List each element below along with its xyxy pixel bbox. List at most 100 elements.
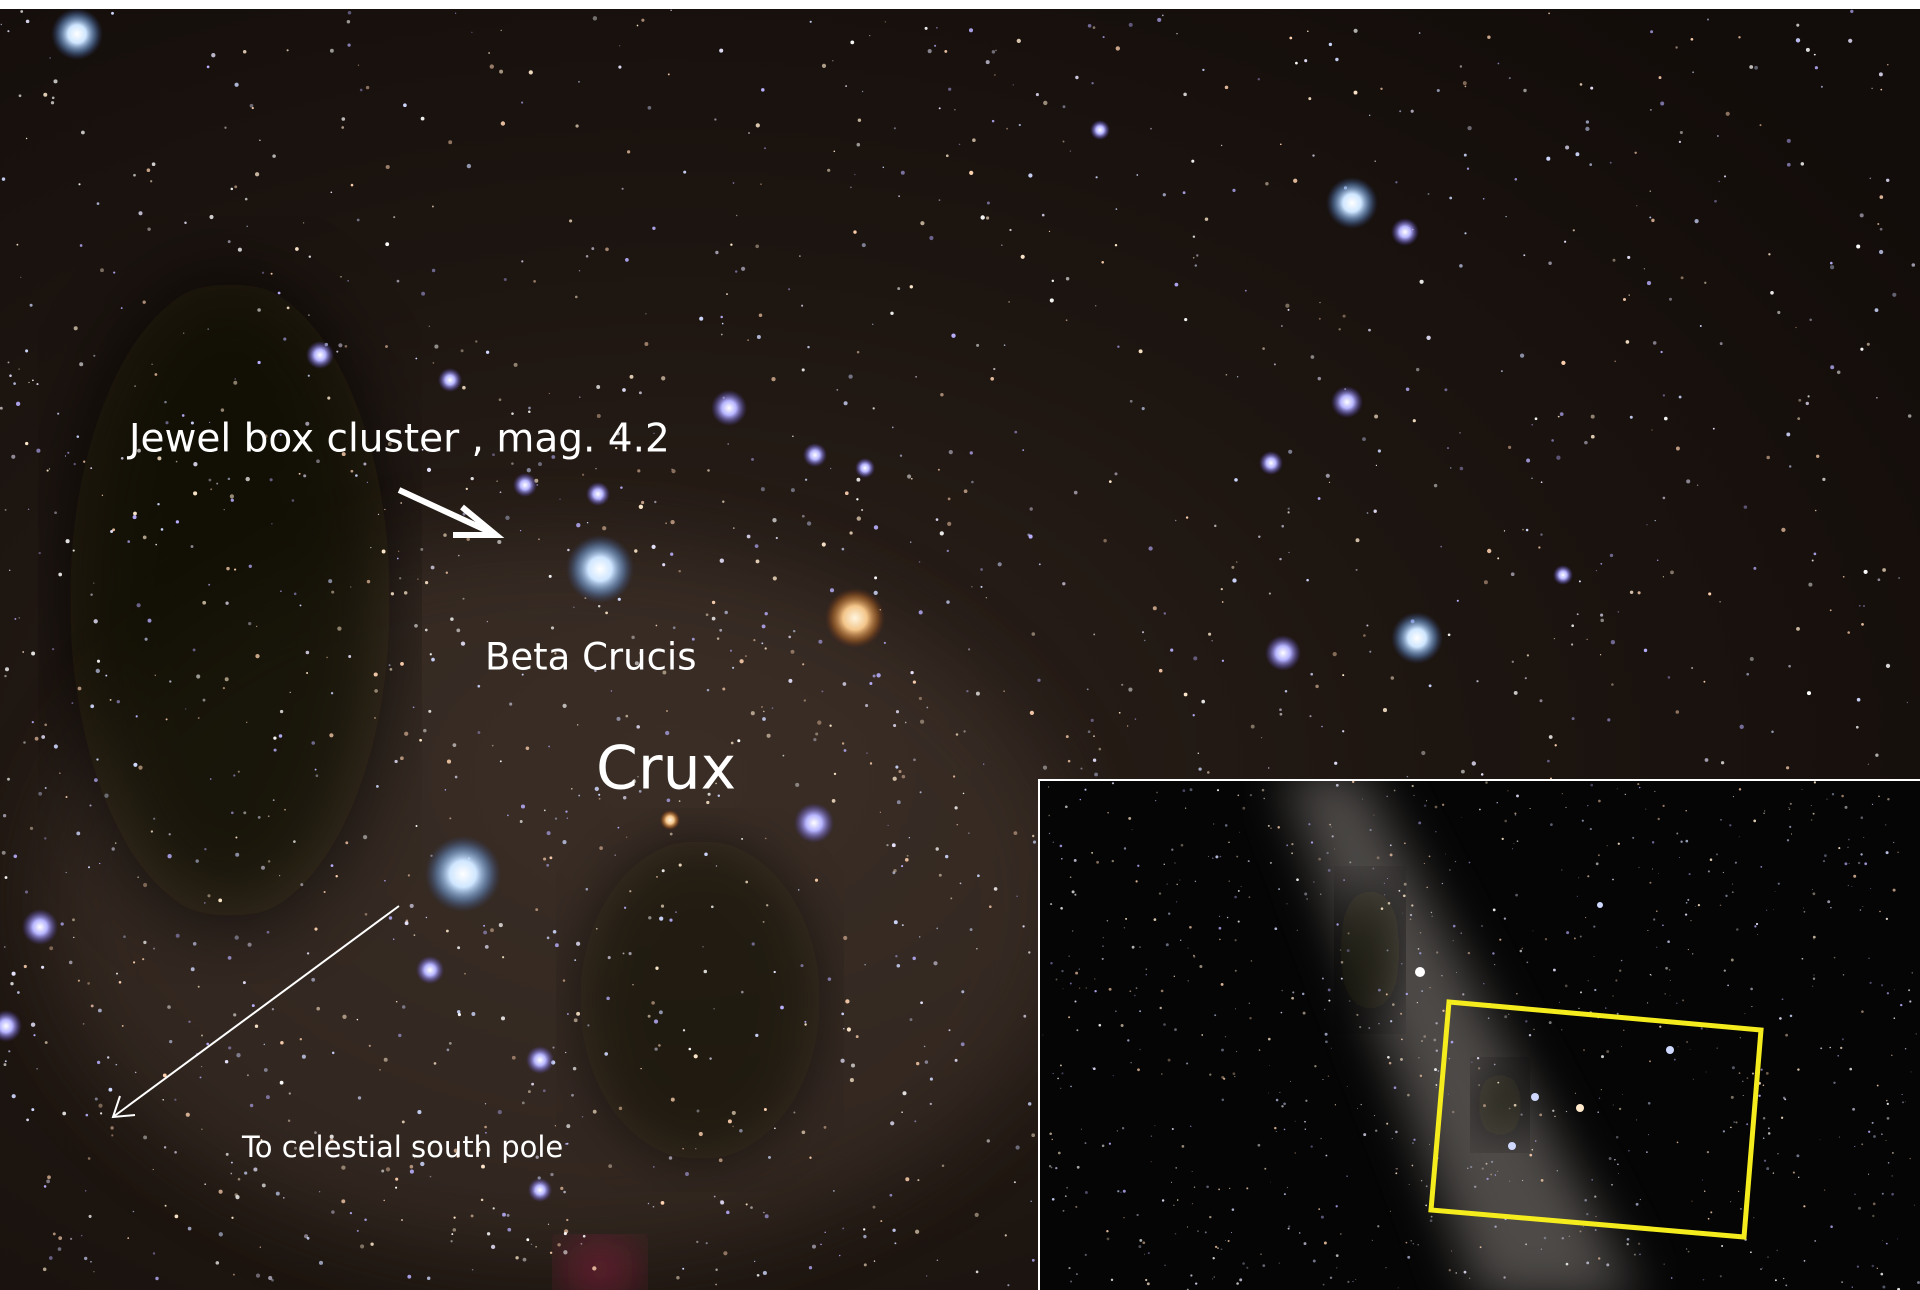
star bbox=[186, 1113, 190, 1117]
inset-star bbox=[1464, 1271, 1467, 1274]
star bbox=[832, 799, 836, 803]
star bbox=[357, 219, 360, 222]
star bbox=[331, 864, 334, 867]
star bbox=[1686, 479, 1690, 483]
star bbox=[924, 1046, 926, 1048]
inset-star bbox=[1453, 940, 1454, 941]
star bbox=[153, 948, 155, 950]
star bbox=[443, 533, 447, 537]
star bbox=[62, 1112, 66, 1116]
star bbox=[1681, 276, 1684, 279]
inset-star bbox=[1852, 1108, 1855, 1111]
inset-star bbox=[1812, 889, 1813, 890]
star bbox=[523, 1258, 527, 1262]
star bbox=[792, 436, 793, 437]
inset-star bbox=[1873, 1135, 1876, 1138]
star bbox=[1806, 402, 1809, 405]
star bbox=[26, 20, 30, 24]
inset-star bbox=[1708, 1218, 1710, 1220]
star bbox=[1878, 578, 1881, 581]
star bbox=[762, 717, 766, 721]
star bbox=[670, 553, 673, 556]
star bbox=[555, 1125, 556, 1126]
inset-star bbox=[1084, 789, 1086, 791]
star bbox=[1279, 558, 1281, 560]
star bbox=[16, 244, 18, 246]
inset-star bbox=[1491, 1161, 1493, 1163]
star bbox=[252, 107, 254, 109]
star bbox=[916, 1062, 919, 1065]
star bbox=[757, 335, 761, 339]
inset-star bbox=[1148, 1252, 1150, 1254]
star bbox=[905, 858, 909, 862]
star bbox=[1463, 81, 1467, 85]
inset-star bbox=[1676, 833, 1678, 835]
star bbox=[1295, 62, 1298, 65]
inset-star bbox=[1279, 1092, 1280, 1093]
star bbox=[853, 230, 856, 233]
star bbox=[1814, 553, 1817, 556]
star bbox=[471, 477, 474, 480]
inset-star bbox=[1872, 1122, 1874, 1124]
star bbox=[340, 276, 342, 278]
inset-star bbox=[1213, 823, 1214, 824]
inset-star bbox=[1174, 976, 1175, 977]
star bbox=[874, 576, 877, 579]
star bbox=[722, 687, 725, 690]
inset-star bbox=[1412, 785, 1414, 787]
star bbox=[499, 70, 503, 74]
star bbox=[955, 1059, 958, 1062]
star bbox=[535, 1246, 537, 1248]
star bbox=[493, 1207, 495, 1209]
star bbox=[809, 1266, 812, 1269]
star bbox=[1787, 163, 1791, 167]
inset-star bbox=[1229, 1188, 1230, 1189]
inset-star bbox=[1123, 1190, 1126, 1193]
star bbox=[410, 904, 414, 908]
inset-star bbox=[1234, 896, 1237, 899]
star bbox=[994, 74, 996, 76]
star bbox=[36, 383, 38, 385]
star bbox=[1871, 88, 1873, 90]
star bbox=[970, 451, 973, 454]
inset-star bbox=[1720, 819, 1722, 821]
star bbox=[31, 652, 35, 656]
star bbox=[490, 928, 494, 932]
star bbox=[155, 1277, 158, 1280]
star bbox=[1326, 474, 1330, 478]
inset-star bbox=[1378, 1023, 1379, 1024]
star bbox=[33, 1034, 35, 1036]
inset-star bbox=[1717, 1048, 1718, 1049]
star bbox=[706, 1242, 708, 1244]
inset-star bbox=[1137, 1068, 1140, 1071]
star bbox=[279, 875, 280, 876]
inset-star bbox=[1328, 988, 1331, 991]
star bbox=[1289, 37, 1292, 40]
inset-star bbox=[1582, 820, 1584, 822]
inset-star bbox=[1214, 1276, 1215, 1277]
star bbox=[98, 1009, 102, 1013]
inset-star bbox=[1074, 894, 1076, 896]
inset-star bbox=[1640, 1199, 1641, 1200]
inset-star bbox=[1218, 1189, 1220, 1191]
inset-star bbox=[1587, 805, 1588, 806]
star bbox=[403, 103, 407, 107]
star bbox=[262, 272, 264, 274]
inset-star bbox=[1291, 852, 1293, 854]
star bbox=[398, 1034, 401, 1037]
inset-star bbox=[1743, 1095, 1744, 1096]
star bbox=[1014, 831, 1018, 835]
bright-star bbox=[803, 443, 827, 467]
inset-star bbox=[1779, 1017, 1782, 1020]
inset-star bbox=[1424, 804, 1426, 806]
star bbox=[682, 1148, 683, 1149]
star bbox=[287, 307, 290, 310]
inset-star bbox=[1193, 956, 1195, 958]
star bbox=[276, 1192, 280, 1196]
star bbox=[1448, 633, 1451, 636]
inset-star bbox=[1612, 879, 1614, 881]
star bbox=[1882, 568, 1886, 572]
inset-star bbox=[1270, 828, 1271, 829]
star bbox=[1571, 624, 1574, 627]
star bbox=[1114, 472, 1117, 475]
